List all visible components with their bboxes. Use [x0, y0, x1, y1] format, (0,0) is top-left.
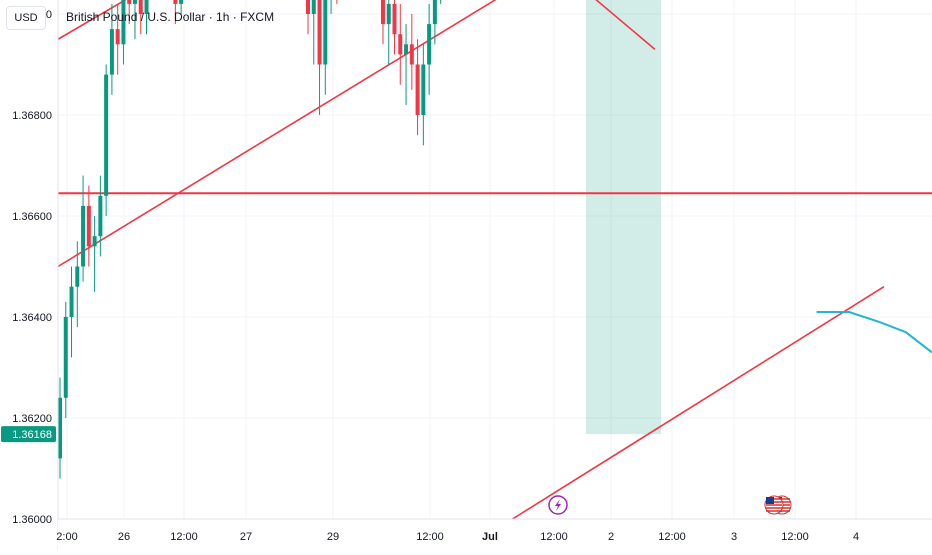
y-tick-label: 1.36200	[12, 413, 52, 425]
x-tick-label: 3	[731, 531, 737, 543]
candle-body	[104, 74, 109, 196]
price-label-text: 1.36168	[12, 429, 52, 441]
candle-body	[409, 44, 414, 65]
currency-button[interactable]: USD	[6, 6, 46, 30]
x-tick-label: 4	[853, 531, 859, 543]
candle-body	[392, 3, 397, 35]
x-tick-label: 12:00	[781, 531, 809, 543]
y-tick-label: 1.36400	[12, 312, 52, 324]
event-markers[interactable]	[548, 495, 792, 515]
candle-body	[317, 0, 322, 65]
candle-body	[398, 34, 403, 55]
candle-body	[380, 0, 385, 25]
x-tick-label: 12:00	[658, 531, 686, 543]
candle-body	[138, 0, 143, 15]
candle-body	[121, 0, 126, 45]
candle-body	[86, 205, 91, 247]
candle-body	[311, 0, 316, 14]
candle-body	[109, 29, 114, 75]
price-label-box	[1, 426, 56, 443]
trend-line	[595, 0, 656, 50]
x-tick-label: 27	[240, 531, 252, 543]
candle-body	[173, 0, 178, 4]
candle-body	[127, 0, 132, 4]
candles	[58, 0, 442, 479]
trend-lines[interactable]	[57, 0, 885, 520]
grid-lines	[58, 0, 932, 520]
candle-body	[69, 286, 74, 317]
candle-body	[144, 0, 149, 14]
candle-body	[63, 317, 68, 398]
x-tick-label: 29	[327, 531, 339, 543]
candle-body	[92, 236, 97, 247]
trend-line	[57, 0, 497, 268]
x-tick-label: 26	[118, 531, 130, 543]
candle-body	[306, 0, 310, 14]
x-tick-label: 2	[608, 531, 614, 543]
symbol-title[interactable]: British Pound / U.S. Dollar · 1h · FXCM	[66, 10, 275, 24]
y-axis-background	[0, 0, 58, 550]
candle-body	[404, 44, 409, 55]
projection-path	[816, 311, 932, 354]
y-axis[interactable]: 1.378001.376001.374001.372001.370001.368…	[0, 0, 59, 550]
y-tick-label: 1.36800	[12, 110, 52, 122]
candle-body	[421, 64, 426, 115]
candle-body	[323, 0, 328, 65]
x-tick-label: 2:00	[56, 531, 77, 543]
x-axis[interactable]: 2:00 26 12:00 27 29 12:00 Jul 12:00 2 12:00 3 12:00…	[56, 518, 932, 550]
candle-body	[386, 3, 391, 25]
position-tool[interactable]	[585, 0, 662, 435]
candle-body	[415, 64, 420, 115]
lightning-bolt	[555, 499, 561, 511]
candle-body	[179, 0, 184, 4]
trend-line	[512, 286, 885, 520]
position-target-zone	[585, 0, 662, 435]
candle-body	[81, 205, 86, 267]
candle-body	[427, 24, 432, 65]
candle-body	[115, 29, 120, 45]
candle-body	[132, 0, 137, 4]
x-tick-label: 12:00	[416, 531, 444, 543]
y-tick-label: 1.36600	[12, 211, 52, 223]
candle-body	[98, 195, 103, 237]
x-axis-background	[58, 519, 932, 550]
candle-body	[432, 0, 437, 25]
flag-canton	[766, 497, 774, 504]
projection-paths[interactable]	[588, 0, 932, 354]
candle-body	[58, 397, 62, 459]
x-tick-label: 12:00	[170, 531, 198, 543]
candle-body	[75, 266, 80, 287]
y-tick-label: 1.36000	[12, 514, 52, 526]
price-labels: 1.376861.374361.3730440:411.36168	[1, 426, 56, 443]
x-tick-label: 12:00	[540, 531, 568, 543]
x-tick-label: Jul	[482, 531, 498, 543]
